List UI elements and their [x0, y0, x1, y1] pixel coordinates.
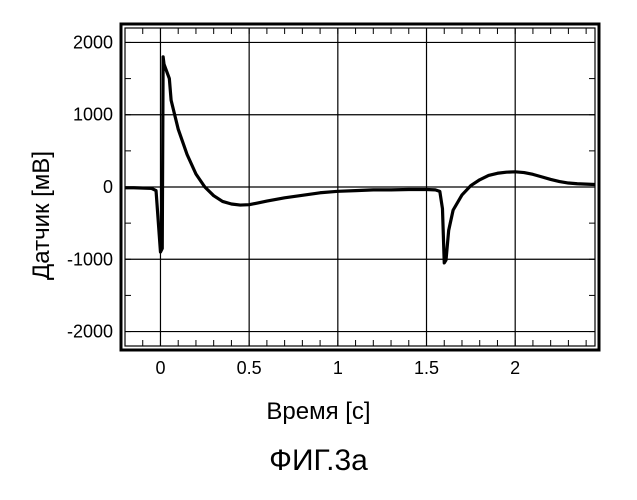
x-axis-label: Время [c]	[0, 398, 637, 426]
y-axis-label: Датчик [мВ]	[28, 151, 56, 280]
svg-text:1000: 1000	[73, 105, 113, 125]
svg-text:0: 0	[155, 358, 165, 378]
svg-text:2: 2	[510, 358, 520, 378]
figure-caption: ФИГ.3а	[0, 444, 637, 478]
svg-text:0.5: 0.5	[237, 358, 262, 378]
figure-container: Датчик [мВ] 0 0.5 1 1.5 2 -2000 -1000 0 1000 2000…	[0, 0, 637, 500]
svg-text:2000: 2000	[73, 32, 113, 52]
svg-text:1: 1	[333, 358, 343, 378]
svg-text:-1000: -1000	[67, 249, 113, 269]
svg-text:0: 0	[103, 177, 113, 197]
svg-text:-2000: -2000	[67, 322, 113, 342]
chart-svg: 0 0.5 1 1.5 2 -2000 -1000 0 1000 2000	[0, 0, 637, 380]
svg-text:1.5: 1.5	[414, 358, 439, 378]
